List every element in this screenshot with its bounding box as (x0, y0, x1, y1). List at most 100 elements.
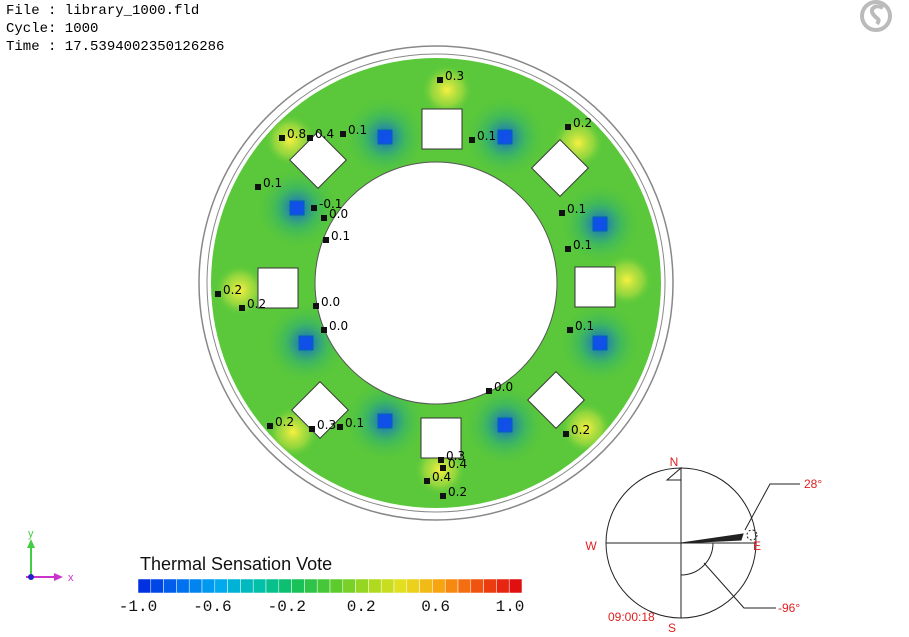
colorbar-cell (368, 578, 382, 594)
inner-wall (206, 53, 666, 513)
probe-marker (267, 423, 273, 429)
probe-marker (311, 205, 317, 211)
probe-marker (321, 327, 327, 333)
compass (605, 466, 800, 619)
colorbar-cell (188, 578, 203, 594)
colorbar-cell (137, 578, 152, 594)
colorbar-cell (214, 578, 228, 594)
altitude: 28° (804, 477, 822, 491)
probe-label: 0.0 (329, 319, 348, 333)
supply-unit (289, 200, 305, 216)
probe-marker (340, 131, 346, 137)
probe-marker (215, 291, 221, 297)
probe-marker (309, 426, 315, 432)
probe-label: 0.0 (329, 207, 348, 221)
cycle-label: Cycle: 1000 (6, 21, 98, 37)
probe-label: 0.2 (573, 116, 592, 130)
desk (289, 131, 347, 189)
colorbar-cell (457, 578, 472, 594)
probe-label: 0.4 (432, 470, 451, 484)
colorbar-tick: 0.6 (421, 598, 450, 616)
probe-marker (440, 465, 446, 471)
axis-y: y (28, 528, 34, 540)
probe-marker (567, 327, 573, 333)
colorbar-cell (406, 578, 420, 594)
probe-label: 0.1 (575, 319, 594, 333)
probe-label: 0.3 (445, 69, 464, 83)
probe-label: 0.4 (448, 457, 467, 471)
colorbar-tick: 0.2 (347, 598, 376, 616)
colorbar-cell (227, 578, 241, 594)
probe-marker (255, 184, 261, 190)
probe-marker (424, 478, 430, 484)
probe-label: 0.8 (287, 127, 306, 141)
colorbar-cell (329, 578, 344, 594)
supply-unit (377, 413, 393, 429)
colorbar-cell (252, 578, 267, 594)
desk (421, 108, 463, 150)
colorbar-tick: -0.6 (193, 598, 231, 616)
probe-label: 0.1 (263, 176, 282, 190)
desk (527, 371, 585, 429)
probe-label: 0.1 (477, 129, 496, 143)
probe-marker (565, 124, 571, 130)
probe-marker (563, 431, 569, 437)
colorbar-cell (291, 578, 305, 594)
colorbar-cell (496, 578, 510, 594)
desk (291, 381, 349, 439)
probe-label: 0.2 (448, 485, 467, 499)
colorbar-cell (201, 578, 216, 594)
colorbar-title: Thermal Sensation Vote (140, 554, 332, 574)
desk (257, 267, 299, 309)
probe-label: 0.2 (275, 415, 294, 429)
probe-label: 0.1 (345, 416, 364, 430)
compass-s: S (668, 621, 676, 635)
colorbar-cell (265, 578, 280, 594)
probe-marker (438, 457, 444, 463)
colorbar-cell (444, 578, 459, 594)
probe-marker (440, 493, 446, 499)
probe-label: 0.1 (348, 123, 367, 137)
colorbar-cell (393, 578, 408, 594)
supply-unit (377, 129, 393, 145)
probe-marker (337, 424, 343, 430)
probe-marker (469, 137, 475, 143)
colorbar-cell (240, 578, 254, 594)
warm-zone (214, 264, 266, 316)
probe-marker (565, 246, 571, 252)
probe-marker (239, 305, 245, 311)
probe-label: 0.2 (247, 297, 266, 311)
probe-label: 0.3 (317, 418, 336, 432)
probe-marker (313, 303, 319, 309)
colorbar-cell (304, 578, 318, 594)
time-label: Time : 17.5394002350126286 (6, 39, 224, 55)
probe-marker (323, 237, 329, 243)
probe-label: 0.2 (223, 283, 242, 297)
colorbar-cell (176, 578, 190, 594)
desk (420, 417, 462, 459)
probe-label: 0.4 (315, 127, 334, 141)
colorbar-tick: -0.2 (268, 598, 306, 616)
axis-triad (26, 539, 63, 581)
probe-marker (437, 77, 443, 83)
colorbar-cell (508, 578, 523, 594)
colorbar-cell (342, 578, 356, 594)
compass-e: E (753, 539, 761, 553)
probe-marker (307, 135, 313, 141)
clock: 09:00:18 (608, 610, 655, 624)
supply-unit (497, 417, 513, 433)
colorbar-cell (432, 578, 446, 594)
colorbar-tick: -1.0 (119, 598, 157, 616)
colorbar-cell (419, 578, 433, 594)
logo (860, 0, 892, 32)
probe-label: 0.1 (567, 202, 586, 216)
probe-label: -0.1 (319, 197, 342, 211)
colorbar-cell (278, 578, 292, 594)
azimuth: -96° (778, 601, 800, 615)
probe-marker (321, 215, 327, 221)
probe-label: 0.1 (331, 229, 350, 243)
desk (531, 139, 589, 197)
file-label: File : library_1000.fld (6, 3, 199, 19)
warm-zone (421, 64, 473, 116)
